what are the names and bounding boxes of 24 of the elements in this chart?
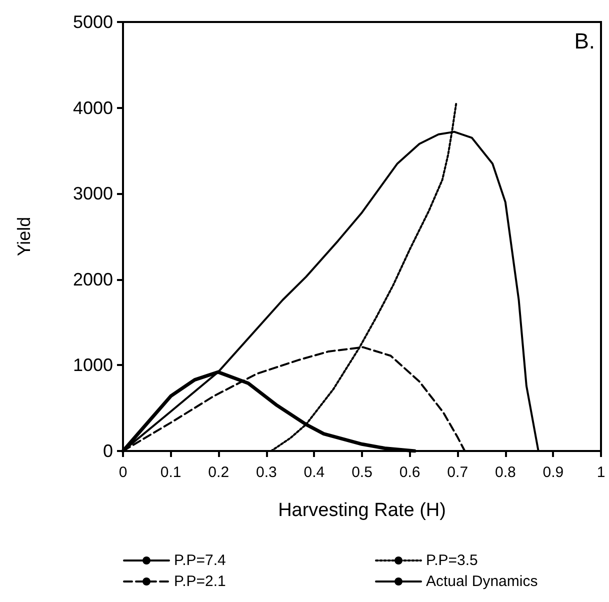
- x-tick-label: 0.2: [208, 464, 230, 481]
- x-tick-label: 0.7: [447, 464, 468, 481]
- y-tick-label: 0: [102, 441, 113, 461]
- y-axis-title: Yield: [14, 216, 34, 256]
- y-tick-label: 1000: [72, 355, 113, 376]
- x-tick-label: 0.1: [160, 464, 182, 481]
- x-tick-label: 0.6: [399, 464, 420, 481]
- legend-label: P.P=3.5: [426, 552, 478, 569]
- y-tick-label: 5000: [72, 12, 113, 32]
- legend-label: P.P=7.4: [174, 552, 226, 569]
- x-tick-label: 0.9: [542, 464, 564, 481]
- x-axis-title: Harvesting Rate (H): [278, 500, 446, 521]
- x-tick-label: 0: [118, 464, 128, 481]
- x-tick-label: 0.3: [256, 464, 277, 481]
- legend-label: P.P=2.1: [174, 573, 226, 590]
- x-tick-label: 0.8: [494, 464, 516, 481]
- legend-label: Actual Dynamics: [426, 573, 538, 590]
- x-tick-label: 1: [596, 464, 606, 481]
- y-tick-label: 3000: [72, 184, 113, 204]
- x-tick-label: 0.4: [304, 464, 325, 481]
- annotation: B.: [574, 28, 596, 54]
- x-tick-label: 0.5: [352, 464, 372, 481]
- y-tick-label: 4000: [72, 98, 113, 118]
- y-tick-label: 2000: [72, 269, 113, 290]
